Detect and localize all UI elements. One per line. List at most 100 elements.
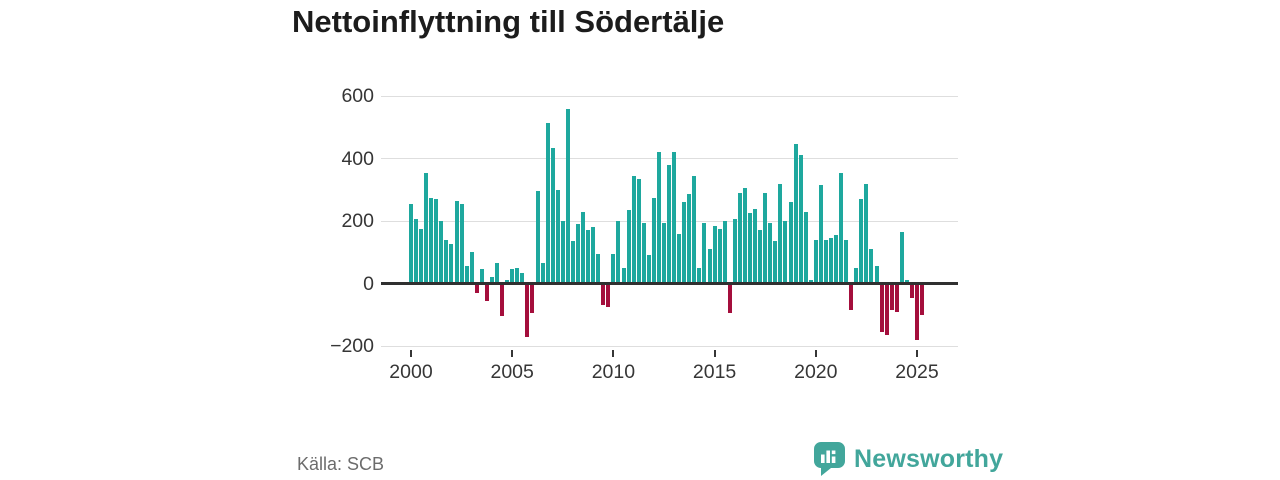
bar-2011-q3 bbox=[641, 222, 646, 284]
bar-2013-q4 bbox=[687, 194, 692, 284]
x-axis-label-2025: 2025 bbox=[895, 361, 939, 383]
y-axis-label-400: 400 bbox=[341, 147, 374, 170]
x-tick-2005 bbox=[511, 350, 514, 357]
y-axis-label-600: 600 bbox=[341, 85, 374, 107]
bar-2017-q3 bbox=[763, 192, 768, 284]
bar-2019-q2 bbox=[798, 155, 803, 284]
bar-2011-q2 bbox=[636, 178, 641, 284]
x-axis-label-2000: 2000 bbox=[389, 361, 433, 383]
bar-2016-q2 bbox=[737, 192, 742, 284]
bar-2013-q3 bbox=[682, 202, 687, 284]
bar-2008-q3 bbox=[581, 211, 586, 284]
bar-2018-q3 bbox=[783, 221, 788, 284]
bar-2008-q4 bbox=[586, 230, 591, 284]
bar-2023-q2 bbox=[879, 283, 884, 332]
bar-2006-q4 bbox=[545, 122, 550, 284]
bar-2012-q3 bbox=[662, 222, 666, 284]
bar-2001-q1 bbox=[429, 197, 434, 284]
x-tick-2000 bbox=[410, 350, 412, 357]
bar-2006-q3 bbox=[540, 263, 545, 284]
bar-2019-q1 bbox=[793, 144, 798, 284]
bar-2010-q4 bbox=[626, 210, 631, 284]
mini-bar-2 bbox=[826, 450, 830, 463]
bar-2002-q1 bbox=[449, 244, 454, 284]
bar-2020-q2 bbox=[818, 185, 823, 284]
bar-2000-q2 bbox=[414, 219, 419, 284]
bar-2006-q2 bbox=[535, 191, 540, 284]
gridline-600 bbox=[381, 95, 958, 97]
bar-2007-q2 bbox=[555, 189, 560, 284]
bar-2004-q2 bbox=[495, 263, 500, 284]
bar-2000-q3 bbox=[419, 228, 424, 284]
bar-2017-q1 bbox=[753, 208, 758, 284]
bar-2007-q1 bbox=[550, 147, 555, 284]
bar-2008-q2 bbox=[575, 224, 580, 284]
gridline-400 bbox=[381, 158, 958, 159]
bar-2017-q4 bbox=[768, 222, 773, 284]
bar-2018-q2 bbox=[778, 183, 783, 284]
bar-2015-q4 bbox=[727, 283, 732, 314]
bar-2012-q4 bbox=[667, 164, 672, 284]
bar-2012-q2 bbox=[656, 152, 661, 284]
bar-2018-q4 bbox=[788, 202, 793, 284]
bar-2002-q2 bbox=[454, 200, 459, 284]
bar-2025-q1 bbox=[915, 283, 919, 340]
bar-2009-q4 bbox=[606, 283, 611, 307]
bar-2010-q3 bbox=[621, 267, 626, 284]
y-axis-label-200: 200 bbox=[341, 210, 374, 232]
bar-2002-q3 bbox=[459, 203, 464, 284]
bar-2014-q4 bbox=[707, 249, 712, 284]
bar-2013-q2 bbox=[677, 233, 682, 284]
x-axis-label-2020: 2020 bbox=[794, 361, 838, 383]
bar-2015-q3 bbox=[722, 221, 727, 284]
bar-2019-q4 bbox=[808, 280, 813, 284]
bar-2004-q1 bbox=[489, 277, 494, 284]
bar-2021-q3 bbox=[844, 239, 849, 284]
bar-2005-q3 bbox=[520, 272, 525, 284]
bar-2014-q2 bbox=[697, 267, 702, 284]
bar-2021-q1 bbox=[834, 235, 839, 284]
y-axis-label-0: 0 bbox=[363, 272, 374, 295]
bar-2012-q1 bbox=[651, 197, 656, 284]
bar-2024-q3 bbox=[904, 280, 909, 284]
bar-2024-q2 bbox=[899, 231, 904, 284]
bar-2021-q2 bbox=[839, 172, 844, 284]
bar-2005-q1 bbox=[510, 269, 515, 284]
bar-2001-q4 bbox=[444, 239, 449, 284]
bar-2001-q3 bbox=[439, 221, 444, 284]
bar-2024-q1 bbox=[894, 283, 899, 312]
bar-2024-q4 bbox=[909, 283, 914, 298]
bar-2011-q1 bbox=[631, 175, 636, 284]
x-tick-2010 bbox=[612, 350, 615, 357]
x-axis-label-2015: 2015 bbox=[692, 361, 737, 383]
bar-2011-q4 bbox=[646, 255, 651, 284]
zero-baseline bbox=[381, 282, 958, 285]
bar-2022-q3 bbox=[864, 183, 869, 284]
bar-2009-q2 bbox=[596, 253, 601, 284]
x-axis-label-2010: 2010 bbox=[591, 361, 636, 383]
bar-2018-q1 bbox=[773, 241, 778, 284]
chart-title: Nettoinflyttning till Södertälje bbox=[292, 4, 725, 39]
newsworthy-wordmark: Newsworthy bbox=[854, 445, 1004, 473]
bar-2003-q4 bbox=[484, 283, 489, 301]
bar-2014-q1 bbox=[692, 175, 697, 284]
bar-2019-q3 bbox=[803, 211, 808, 284]
bar-2016-q1 bbox=[732, 219, 737, 284]
bar-2015-q1 bbox=[712, 225, 717, 284]
bar-2005-q4 bbox=[525, 283, 530, 337]
bar-2004-q4 bbox=[505, 280, 510, 284]
source-label: Källa: SCB bbox=[297, 454, 385, 474]
x-tick-2015 bbox=[713, 350, 716, 357]
bar-2009-q1 bbox=[591, 227, 596, 284]
bar-2003-q2 bbox=[474, 283, 479, 293]
y-axis-label--200: −200 bbox=[330, 335, 374, 357]
bar-2010-q2 bbox=[616, 221, 621, 284]
bar-2003-q3 bbox=[479, 269, 484, 284]
bar-2022-q4 bbox=[869, 249, 874, 284]
bar-2015-q2 bbox=[717, 228, 722, 284]
bar-2023-q4 bbox=[889, 283, 894, 311]
bar-2020-q1 bbox=[813, 239, 818, 284]
bar-2013-q1 bbox=[672, 152, 677, 284]
bar-2005-q2 bbox=[515, 267, 520, 284]
